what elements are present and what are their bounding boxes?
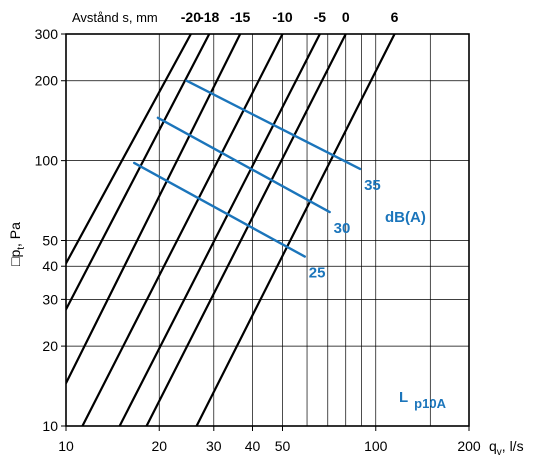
noise-legend-main: L bbox=[399, 389, 408, 406]
distance-line bbox=[195, 34, 396, 426]
x-tick-label: 200 bbox=[457, 438, 481, 454]
distance-line bbox=[145, 34, 347, 426]
top-distance-labels: -20-18 -15 -10 -5 0 6 bbox=[181, 9, 399, 25]
x-axis-label-main: q bbox=[489, 438, 497, 454]
distance-label: -5 bbox=[314, 9, 327, 25]
distance-label: 0 bbox=[342, 9, 350, 25]
x-tick-label: 20 bbox=[151, 438, 167, 454]
distance-label: 6 bbox=[391, 9, 399, 25]
distance-label: -20 bbox=[181, 9, 201, 25]
x-axis-label-unit: , l/s bbox=[502, 438, 524, 454]
noise-line bbox=[132, 161, 306, 258]
top-axis-title: Avstånd s, mm bbox=[72, 10, 158, 25]
x-tick-label: 50 bbox=[275, 438, 291, 454]
distance-label: -18 bbox=[199, 9, 219, 25]
x-tick-label: 100 bbox=[364, 438, 388, 454]
y-axis-label: □pt, Pa bbox=[7, 222, 27, 266]
y-tick-label: 50 bbox=[42, 233, 58, 249]
noise-lines bbox=[132, 79, 362, 258]
y-tick-label: 40 bbox=[42, 258, 58, 274]
noise-line-label: 30 bbox=[334, 220, 351, 237]
x-tick-label: 10 bbox=[58, 438, 74, 454]
noise-line bbox=[156, 116, 331, 214]
grid bbox=[66, 34, 469, 426]
distance-label: -15 bbox=[230, 9, 250, 25]
y-tick-label: 300 bbox=[35, 26, 59, 42]
y-tick-label: 10 bbox=[42, 418, 58, 434]
x-tick-label: 40 bbox=[245, 438, 261, 454]
plot-frame bbox=[65, 33, 470, 427]
y-tick-label: 20 bbox=[42, 338, 58, 354]
distance-label: -10 bbox=[272, 9, 292, 25]
y-tick-label: 200 bbox=[35, 73, 59, 89]
y-axis-label-main: □p bbox=[7, 250, 23, 266]
noise-unit-label: dB(A) bbox=[385, 209, 426, 226]
noise-level-labels: 35 30 25 bbox=[309, 177, 381, 282]
noise-line bbox=[185, 79, 362, 171]
noise-line-label: 35 bbox=[364, 177, 381, 194]
x-axis-label: qv, l/s bbox=[489, 438, 524, 458]
distance-line bbox=[81, 34, 284, 426]
distance-line bbox=[118, 34, 321, 426]
x-tick-label: 30 bbox=[206, 438, 222, 454]
y-tick-label: 100 bbox=[35, 153, 59, 169]
y-tick-label: 30 bbox=[42, 291, 58, 307]
noise-line-label: 25 bbox=[309, 265, 326, 282]
noise-legend-sub: p10A bbox=[414, 396, 446, 411]
distance-lines bbox=[66, 34, 396, 426]
distance-line bbox=[66, 34, 211, 311]
y-tick-labels: 10 20 30 40 50 100 200 300 bbox=[35, 26, 66, 434]
y-axis-label-sub: t bbox=[16, 247, 27, 250]
distance-line bbox=[66, 34, 192, 265]
x-axis-label-sub: v bbox=[497, 447, 502, 458]
x-tick-labels: 10 20 30 40 50 100 200 bbox=[58, 426, 481, 454]
y-axis-label-unit: , Pa bbox=[7, 222, 23, 247]
